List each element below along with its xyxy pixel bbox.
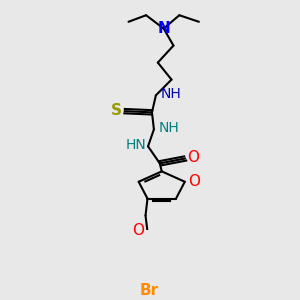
Text: NH: NH (158, 121, 179, 135)
Text: Br: Br (140, 283, 159, 298)
Text: O: O (187, 150, 199, 165)
Text: S: S (111, 103, 122, 118)
Text: NH: NH (160, 87, 181, 101)
Text: O: O (189, 174, 201, 189)
Text: HN: HN (126, 138, 147, 152)
Text: O: O (132, 223, 144, 238)
Text: N: N (157, 21, 170, 36)
